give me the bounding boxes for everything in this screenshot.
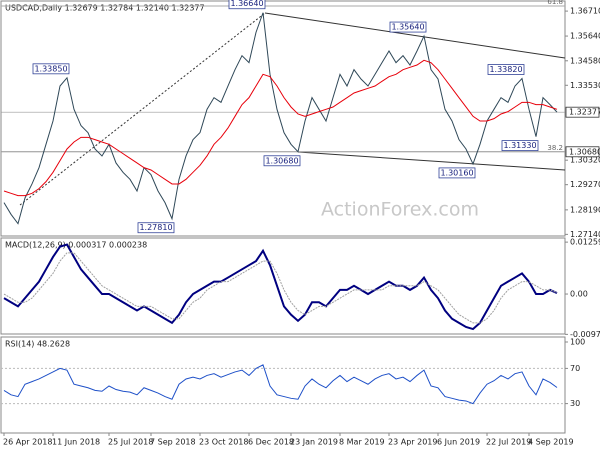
series-line bbox=[3, 59, 558, 197]
x-tick-label: 23 Oct 2018 bbox=[199, 438, 248, 447]
rsi-frame bbox=[0, 336, 566, 434]
annotation-label: 1.33820 bbox=[489, 65, 522, 74]
x-tick-label: 8 Mar 2019 bbox=[339, 438, 385, 447]
price-label: 1.32377 bbox=[569, 108, 600, 117]
annotation-box bbox=[32, 63, 70, 75]
annotation-box bbox=[438, 167, 476, 179]
series-line bbox=[3, 12, 558, 225]
annotation-box bbox=[137, 222, 175, 234]
y-tick-label: 0.012599 bbox=[570, 238, 600, 247]
annotation-label: 1.30160 bbox=[440, 168, 473, 177]
annotation-label: 1.31330 bbox=[503, 141, 536, 150]
price-frame bbox=[0, 0, 566, 237]
price-box bbox=[565, 146, 600, 158]
x-tick-label: 23 Apr 2019 bbox=[388, 438, 437, 447]
annotation-box bbox=[487, 64, 525, 75]
y-tick-label: -0.00979 bbox=[570, 330, 600, 339]
x-tick-label: 6 Dec 2018 bbox=[248, 438, 294, 447]
x-tick-label: 26 Apr 2018 bbox=[3, 438, 52, 447]
series-line bbox=[3, 252, 558, 324]
trend-line bbox=[264, 12, 566, 59]
y-tick-label: 1.27140 bbox=[570, 230, 600, 239]
series-line bbox=[3, 364, 558, 405]
x-tick-label: 6 Jun 2019 bbox=[437, 438, 480, 447]
x-tick-label: 23 Jan 2019 bbox=[290, 438, 338, 447]
y-tick-label: 1.34580 bbox=[570, 56, 600, 65]
x-tick-label: 4 Sep 2019 bbox=[528, 438, 574, 447]
x-tick-label: 22 Jul 2019 bbox=[486, 438, 531, 447]
y-tick-label: 1.35640 bbox=[570, 32, 600, 41]
annotation-box bbox=[501, 140, 539, 152]
macd-frame bbox=[0, 237, 566, 335]
y-tick-label: 100 bbox=[570, 338, 585, 347]
fib-label: 61.8 bbox=[547, 0, 563, 6]
series-line bbox=[3, 243, 558, 331]
annotation-box bbox=[228, 0, 266, 10]
y-tick-label: 1.36710 bbox=[570, 7, 600, 16]
x-tick-label: 7 Sep 2018 bbox=[150, 438, 196, 447]
y-tick-label: 70 bbox=[570, 364, 580, 373]
price-title: USDCAD,Daily 1.32679 1.32784 1.32140 1.3… bbox=[5, 4, 205, 13]
macd-title: MACD(12,26,9) 0.000317 0.000238 bbox=[5, 241, 147, 250]
y-tick-label: 1.29270 bbox=[570, 180, 600, 189]
y-tick-label: 0.00 bbox=[570, 290, 588, 299]
y-tick-label: 1.28190 bbox=[570, 205, 600, 214]
x-tick-label: 25 Jul 2018 bbox=[108, 438, 153, 447]
y-tick-label: 1.33530 bbox=[570, 81, 600, 90]
price-box bbox=[565, 106, 600, 118]
watermark: ActionForex.com bbox=[321, 199, 479, 221]
y-tick-label: 30 bbox=[570, 399, 580, 408]
annotation-label: 1.27810 bbox=[139, 223, 172, 232]
annotation-label: 1.36640 bbox=[230, 0, 263, 8]
price-label: 1.30680 bbox=[569, 147, 600, 156]
annotation-box bbox=[389, 21, 427, 33]
annotation-label: 1.35640 bbox=[391, 23, 424, 32]
annotation-label: 1.30680 bbox=[265, 156, 298, 165]
annotation-label: 1.33850 bbox=[34, 64, 67, 73]
trend-line bbox=[297, 151, 566, 171]
x-tick-label: 11 Jun 2018 bbox=[52, 438, 100, 447]
annotation-box bbox=[263, 155, 301, 167]
y-tick-label: 1.30320 bbox=[570, 156, 600, 165]
rsi-title: RSI(14) 48.2628 bbox=[5, 340, 70, 349]
fib-label: 38.2 bbox=[547, 144, 563, 152]
